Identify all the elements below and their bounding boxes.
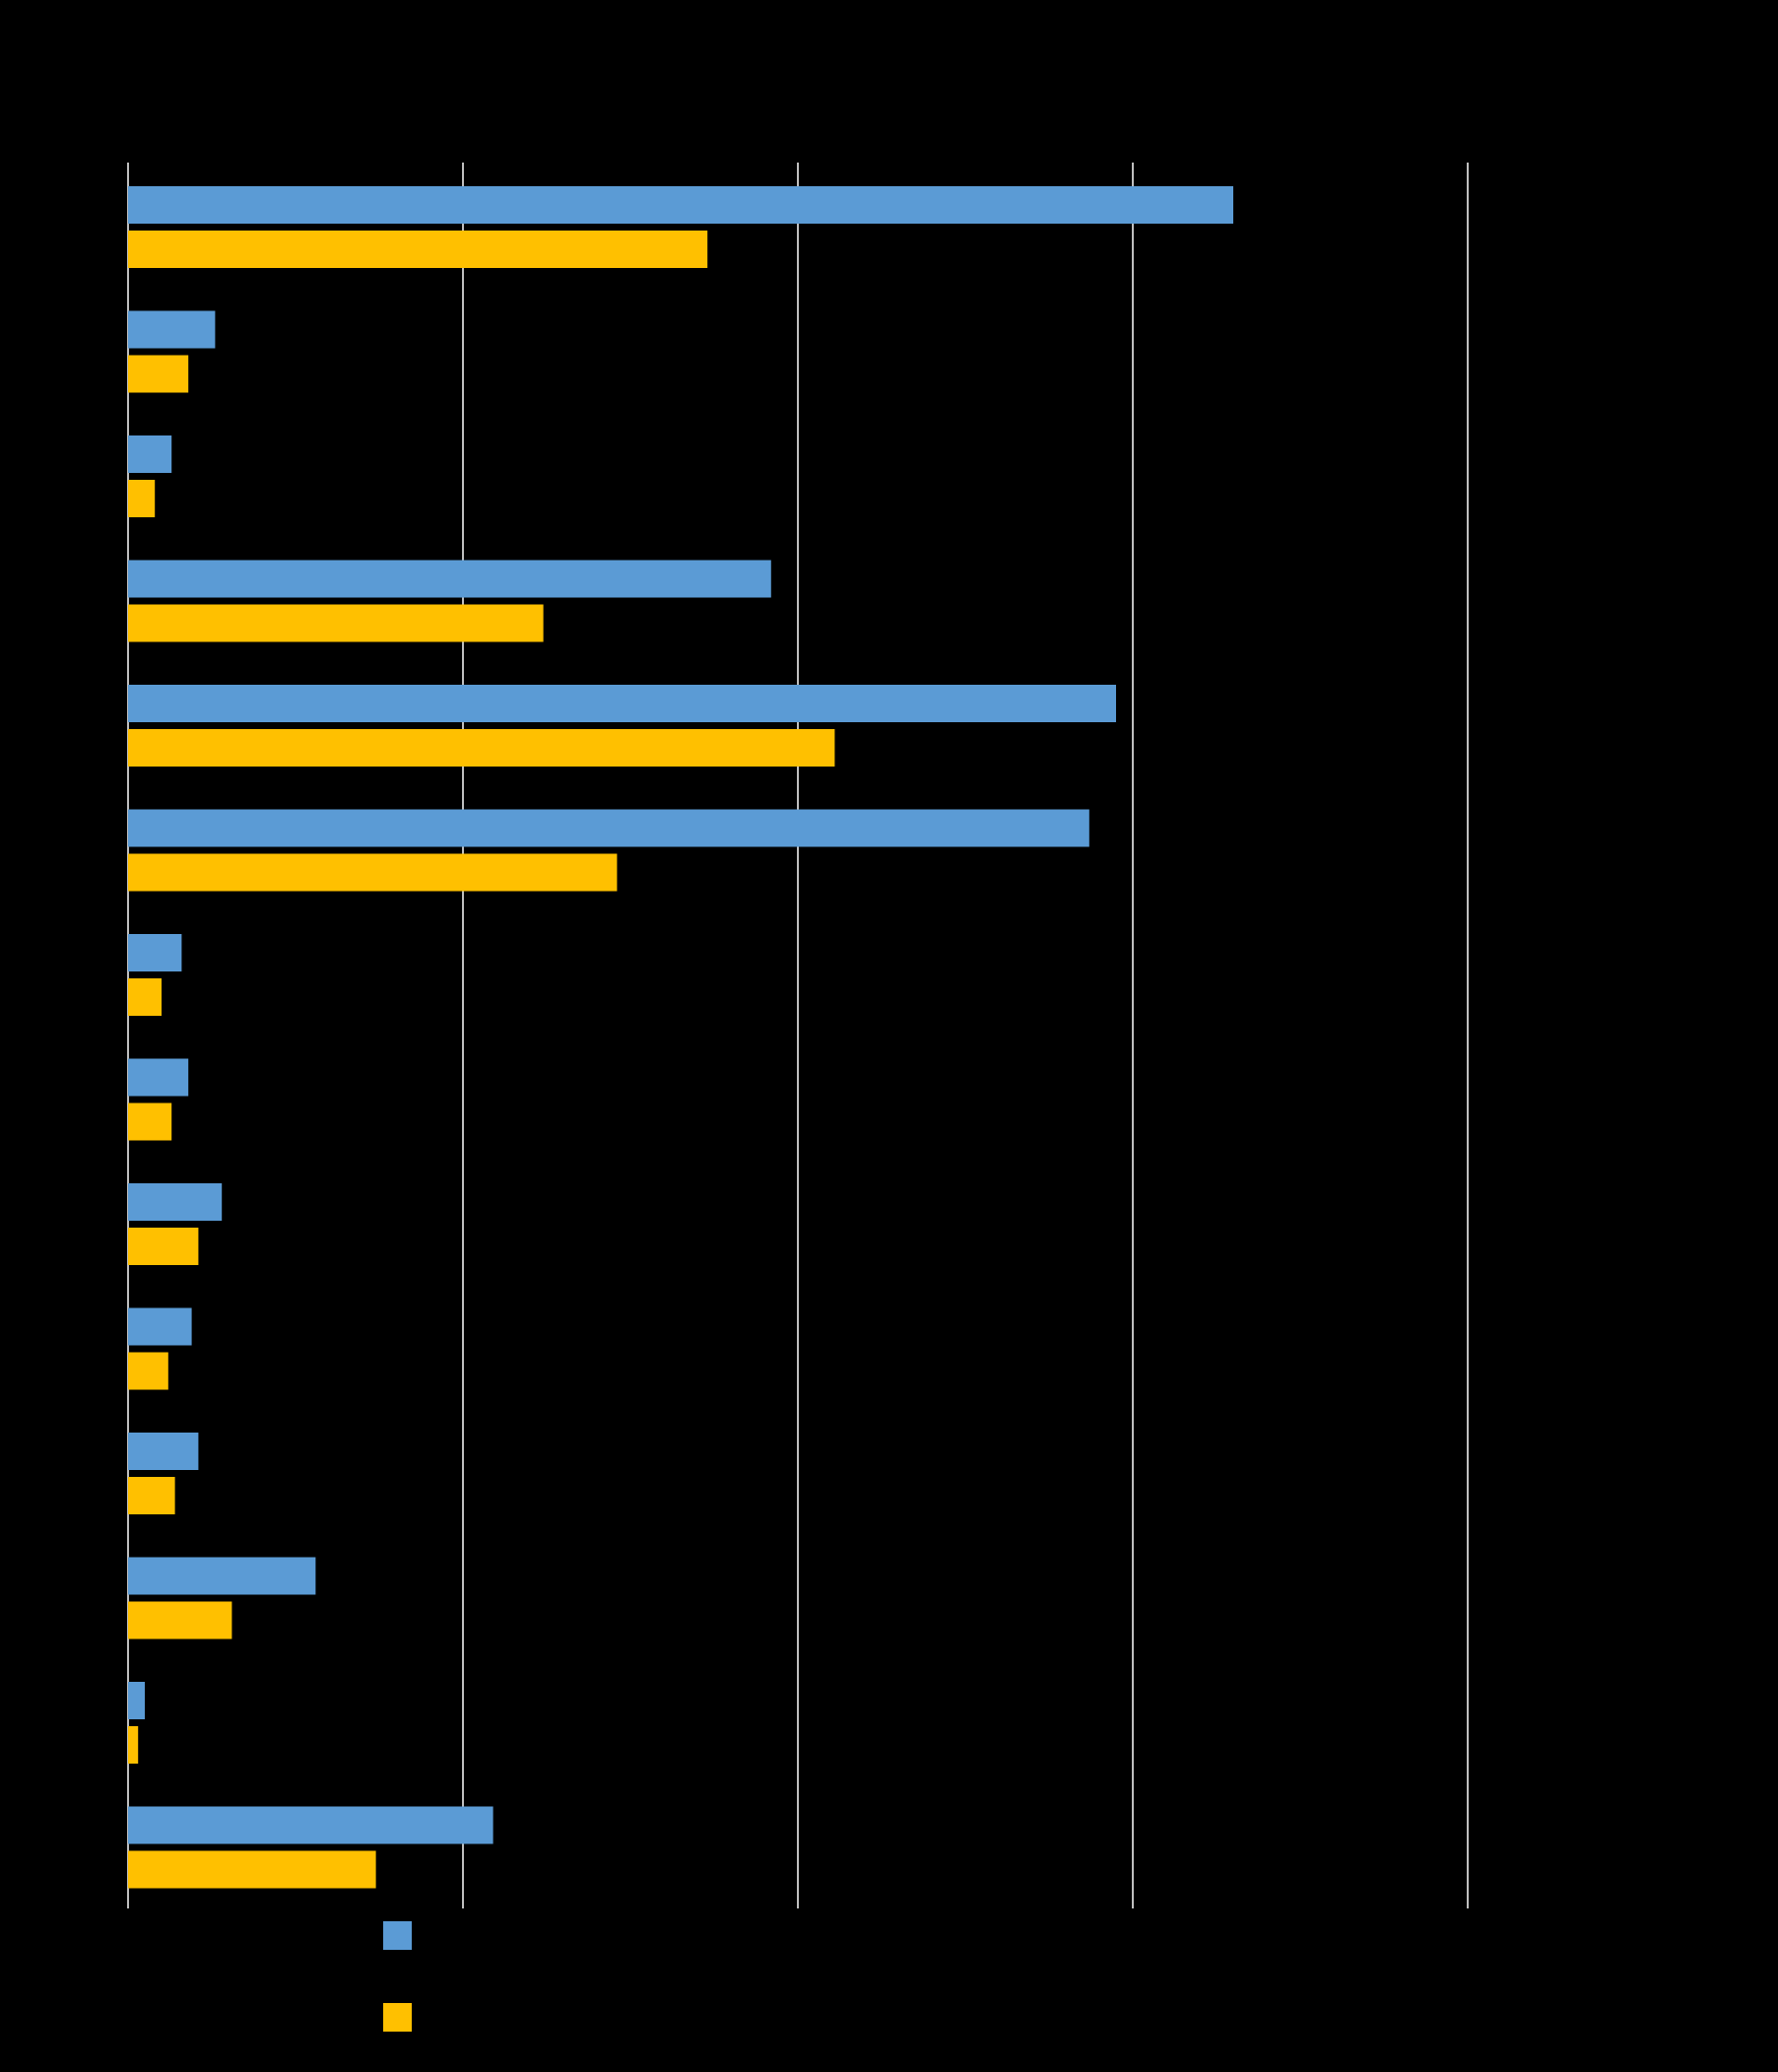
bar-series-1-category-9: [128, 1183, 223, 1221]
bar-series-1-category-1: [128, 186, 1233, 224]
bar-series-2-category-10: [128, 1352, 168, 1390]
bar-series-1-category-3: [128, 435, 172, 473]
bar-series-2-category-9: [128, 1228, 199, 1265]
bar-series-2-category-3: [128, 480, 156, 517]
bar-series-1-category-4: [128, 560, 771, 598]
bar-series-1-category-6: [128, 809, 1089, 847]
bar-series-2-category-8: [128, 1103, 172, 1141]
bar-series-2-category-14: [128, 1850, 376, 1889]
legend: [383, 1921, 412, 2032]
bar-series-1-category-2: [128, 310, 216, 349]
bar-series-1-category-10: [128, 1307, 192, 1346]
legend-swatch-series-1: [383, 1921, 412, 1950]
bar-series-1-category-5: [128, 685, 1116, 722]
legend-swatch-series-2: [383, 2003, 412, 2032]
gridlines: [127, 163, 1469, 1908]
bar-series-2-category-6: [128, 853, 618, 892]
bars: [128, 186, 1233, 1889]
bar-series-2-category-5: [128, 729, 835, 767]
bar-series-1-category-8: [128, 1058, 189, 1097]
bar-series-1-category-14: [128, 1806, 494, 1844]
bar-series-2-category-1: [128, 231, 708, 268]
bar-series-2-category-11: [128, 1477, 175, 1514]
bar-series-2-category-13: [128, 1726, 139, 1764]
bar-series-1-category-12: [128, 1557, 316, 1595]
bar-series-2-category-2: [128, 355, 189, 393]
bar-series-1-category-7: [128, 934, 182, 971]
bar-series-2-category-4: [128, 604, 544, 642]
bar-series-2-category-12: [128, 1601, 232, 1639]
bar-series-1-category-13: [128, 1682, 145, 1719]
bar-series-1-category-11: [128, 1433, 199, 1470]
bar-series-2-category-7: [128, 978, 162, 1016]
